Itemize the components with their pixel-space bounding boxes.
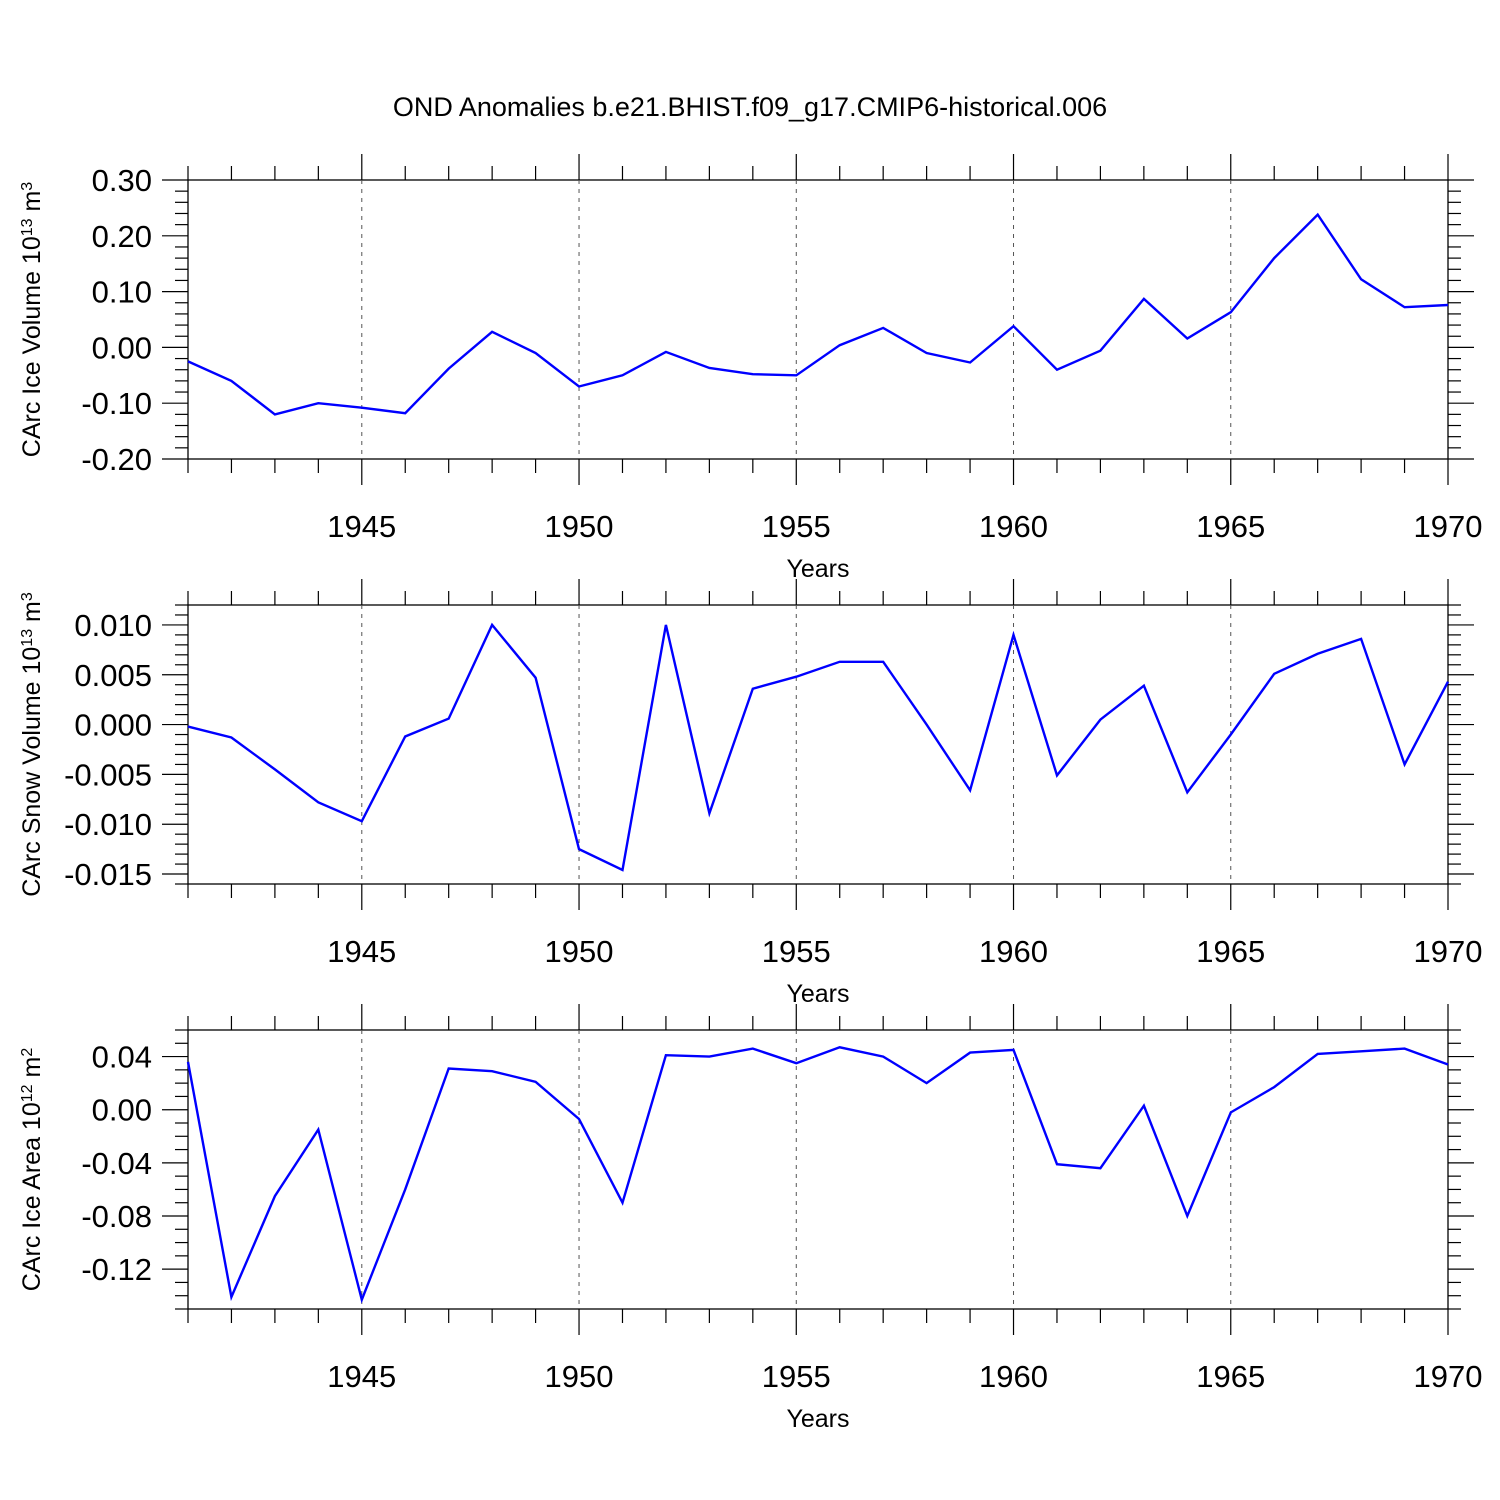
y-axis-label-base: CArc Ice Area 10 xyxy=(18,1102,46,1291)
y-tick-label: -0.010 xyxy=(64,807,152,842)
y-tick-label: 0.00 xyxy=(92,1093,152,1128)
y-axis-label-exp: 13 xyxy=(19,218,36,236)
y-tick-label: -0.04 xyxy=(81,1146,152,1181)
y-axis-label-base: CArc Snow Volume 10 xyxy=(18,647,46,897)
y-axis-label: CArc Ice Area 1012 m2 xyxy=(18,1048,46,1292)
series-line xyxy=(187,212,1449,416)
x-tick-label: 1955 xyxy=(762,1359,831,1394)
y-axis-label-unit-exp: 3 xyxy=(19,592,36,601)
panel-2: 1945 1950 1955 1960 1965 1970 -0.015 -0.010 -0.0… xyxy=(18,579,1482,1008)
x-axis-label: Years xyxy=(786,980,849,1008)
y-axis-label-base: CArc Ice Volume 10 xyxy=(18,236,46,457)
x-tick-label: 1960 xyxy=(979,1359,1048,1394)
y-axis-label-exp: 12 xyxy=(19,1084,36,1102)
y-tick-label: -0.005 xyxy=(64,757,152,792)
x-tick-label: 1955 xyxy=(762,934,831,969)
y-tick-label: -0.08 xyxy=(81,1199,152,1234)
plot-frame xyxy=(187,1029,1449,1310)
x-tick-label: 1945 xyxy=(327,934,396,969)
chart-title: OND Anomalies b.e21.BHIST.f09_g17.CMIP6-… xyxy=(393,92,1107,122)
y-tick-label: 0.10 xyxy=(92,275,152,310)
x-tick-label: 1955 xyxy=(762,509,831,544)
x-tick-label: 1965 xyxy=(1196,509,1265,544)
y-tick-label: -0.12 xyxy=(81,1252,152,1287)
x-axis-label: Years xyxy=(786,1405,849,1433)
panels: 1945 1950 1955 1960 1965 1970 -0.20 -0.10 0.00 0.… xyxy=(18,154,1482,1433)
y-tick-label: -0.015 xyxy=(64,857,152,892)
y-axis-label-unit: m xyxy=(18,601,46,629)
y-tick-label: 0.010 xyxy=(74,608,152,643)
x-tick-label: 1945 xyxy=(327,1359,396,1394)
y-tick-label: 0.00 xyxy=(92,330,152,365)
y-tick-label: 0.30 xyxy=(92,163,152,198)
x-tick-label: 1970 xyxy=(1414,934,1483,969)
y-axis-label-unit: m xyxy=(18,191,46,219)
y-axis-label: CArc Snow Volume 1013 m3 xyxy=(18,592,46,897)
x-tick-label: 1965 xyxy=(1196,1359,1265,1394)
y-tick-label: -0.10 xyxy=(81,386,152,421)
x-tick-label: 1950 xyxy=(545,1359,614,1394)
y-axis-label-unit-exp: 3 xyxy=(19,182,36,191)
y-axis-label-unit: m xyxy=(18,1057,46,1085)
plot-frame xyxy=(187,179,1449,460)
x-tick-label: 1950 xyxy=(545,509,614,544)
y-tick-label: 0.000 xyxy=(74,708,152,743)
y-axis-label-exp: 13 xyxy=(19,629,36,647)
x-tick-label: 1960 xyxy=(979,934,1048,969)
panel-1: 1945 1950 1955 1960 1965 1970 -0.20 -0.10 0.00 0.… xyxy=(18,154,1482,583)
x-tick-label: 1950 xyxy=(545,934,614,969)
y-axis-label-unit-exp: 2 xyxy=(19,1048,36,1057)
x-axis-label: Years xyxy=(786,555,849,583)
y-tick-label: 0.20 xyxy=(92,219,152,254)
series-line xyxy=(187,622,1450,872)
x-tick-label: 1970 xyxy=(1414,509,1483,544)
plot-frame xyxy=(187,604,1449,885)
y-tick-label: -0.20 xyxy=(81,442,152,477)
series-line xyxy=(186,1046,1449,1304)
x-tick-label: 1945 xyxy=(327,509,396,544)
panel-3: 1945 1950 1955 1960 1965 1970 -0.12 -0.08 -0.04 0… xyxy=(18,1004,1482,1433)
x-tick-label: 1970 xyxy=(1414,1359,1483,1394)
x-tick-label: 1965 xyxy=(1196,934,1265,969)
y-tick-label: 0.04 xyxy=(92,1040,152,1075)
x-tick-label: 1960 xyxy=(979,509,1048,544)
y-tick-label: 0.005 xyxy=(74,658,152,693)
y-axis-label: CArc Ice Volume 1013 m3 xyxy=(18,182,46,458)
